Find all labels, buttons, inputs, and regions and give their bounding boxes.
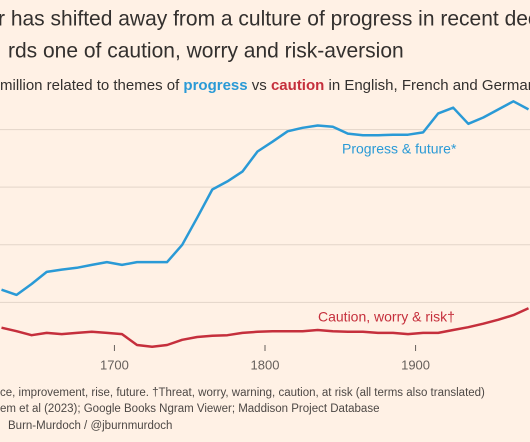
subtitle-text: million related to themes of xyxy=(0,77,183,94)
x-tick-label: 1900 xyxy=(401,357,430,372)
chart-title: r has shifted away from a culture of pro… xyxy=(0,8,530,31)
footnote: em et al (2023); Google Books Ngram View… xyxy=(0,403,379,415)
footnote: ce, improvement, rise, future. †Threat, … xyxy=(0,387,485,399)
series-line xyxy=(1,307,530,349)
series-label: Caution, worry & risk† xyxy=(318,309,455,325)
series-line xyxy=(1,100,530,297)
subtitle-text: in English, French and German xyxy=(324,77,530,94)
footnote: Burn-Murdoch / @jburnmurdoch xyxy=(8,420,172,432)
subtitle-text: vs xyxy=(248,77,271,94)
subtitle-progress: progress xyxy=(183,77,247,94)
series-label: Progress & future* xyxy=(342,141,457,157)
chart-subtitle: million related to themes of progress vs… xyxy=(0,77,530,94)
x-tick-label: 1800 xyxy=(251,357,280,372)
chart-title: rds one of caution, worry and risk-avers… xyxy=(8,40,404,63)
subtitle-caution: caution xyxy=(271,77,324,94)
x-tick-label: 1700 xyxy=(100,357,129,372)
